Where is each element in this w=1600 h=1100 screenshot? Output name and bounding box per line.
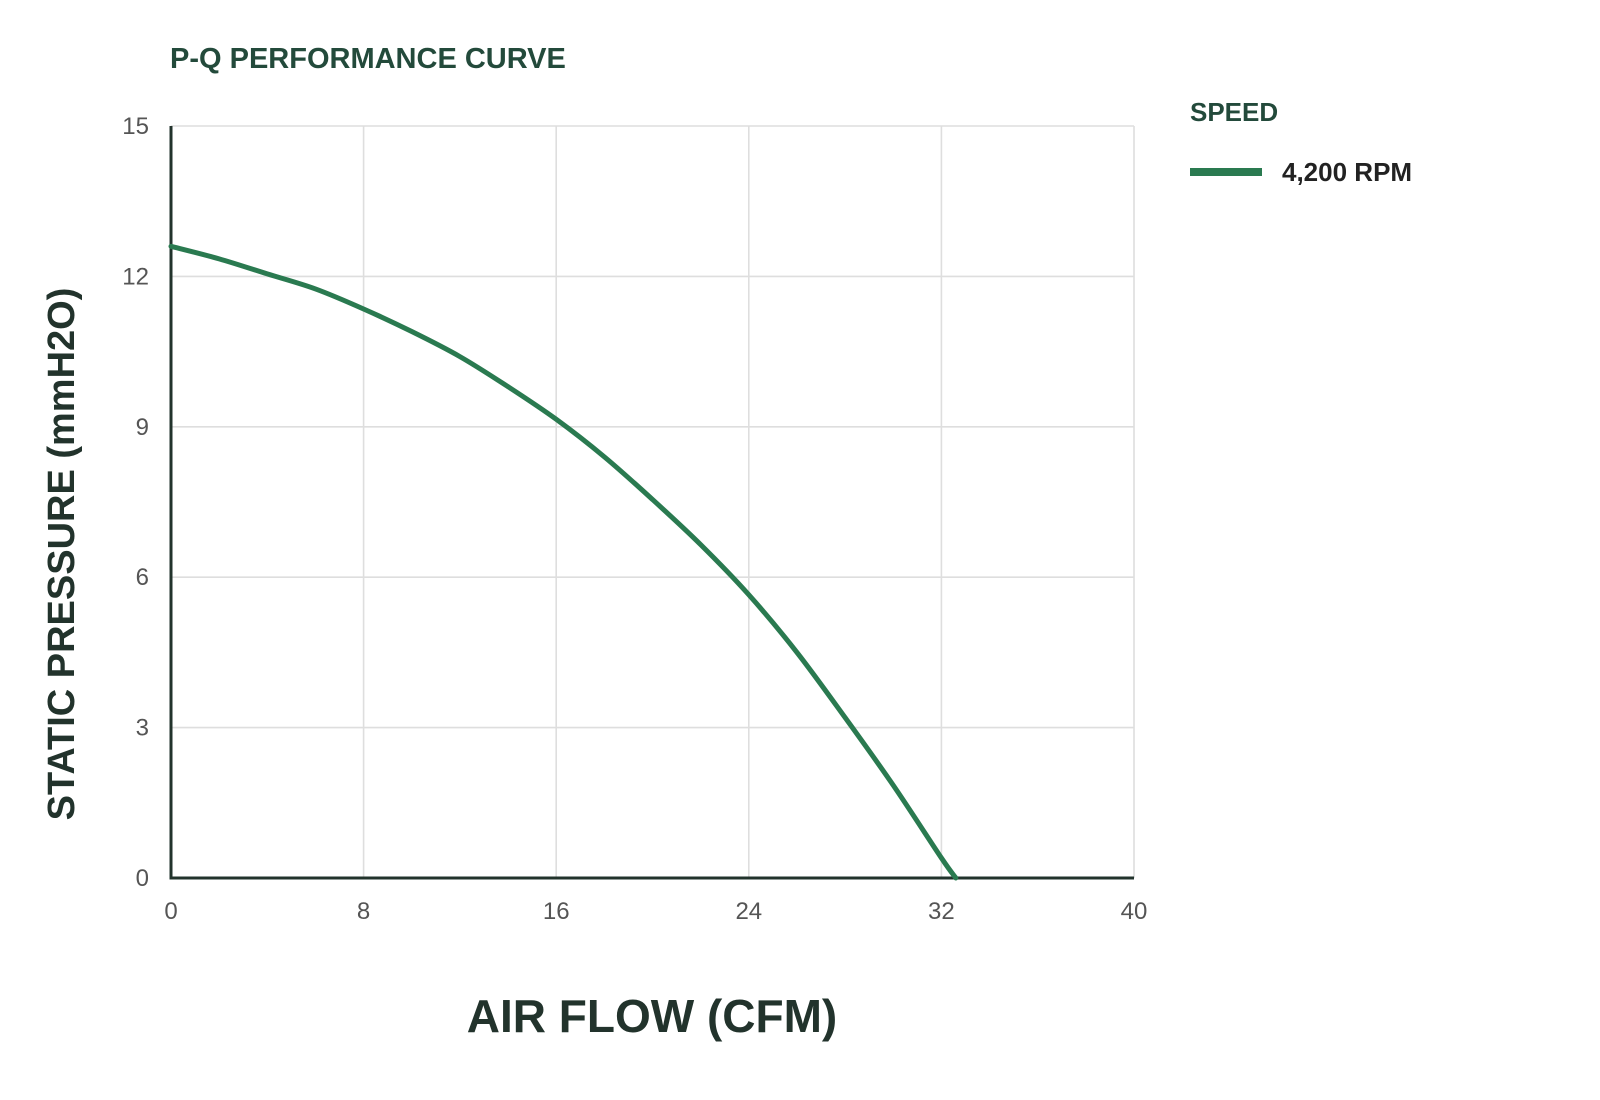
x-tick-label: 0 bbox=[164, 898, 177, 925]
series-line-4200-rpm bbox=[168, 243, 959, 881]
grid bbox=[171, 125, 1135, 878]
axes bbox=[169, 126, 1134, 880]
x-tick-label: 8 bbox=[357, 898, 370, 925]
chart-title: P-Q PERFORMANCE CURVE bbox=[170, 43, 566, 75]
x-tick-labels: 0 8 16 24 32 40 bbox=[164, 898, 1147, 925]
x-tick-label: 40 bbox=[1121, 898, 1148, 925]
series-group bbox=[168, 243, 959, 881]
y-axis-label: STATIC PRESSURE (mmH2O) bbox=[41, 288, 83, 821]
y-tick-labels: 0 3 6 9 12 15 bbox=[122, 113, 149, 892]
y-tick-label: 9 bbox=[136, 414, 149, 441]
y-tick-label: 3 bbox=[136, 715, 149, 742]
y-tick-label: 15 bbox=[122, 113, 149, 140]
y-tick-label: 6 bbox=[136, 564, 149, 591]
x-axis-label: AIR FLOW (CFM) bbox=[467, 990, 837, 1042]
legend: SPEED 4,200 RPM bbox=[1190, 97, 1412, 187]
x-tick-label: 24 bbox=[735, 898, 762, 925]
y-tick-label: 12 bbox=[122, 263, 149, 290]
x-tick-label: 32 bbox=[928, 898, 955, 925]
x-tick-label: 16 bbox=[543, 898, 570, 925]
legend-series-label: 4,200 RPM bbox=[1282, 157, 1412, 187]
legend-title: SPEED bbox=[1190, 97, 1278, 127]
y-tick-label: 0 bbox=[136, 865, 149, 892]
